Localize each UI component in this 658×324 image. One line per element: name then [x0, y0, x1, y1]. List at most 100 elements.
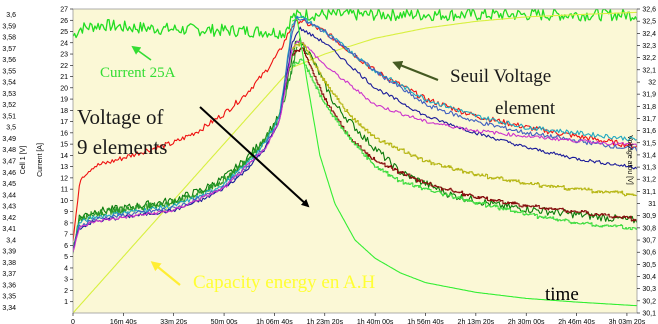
plot-frame — [72, 8, 638, 314]
voltage-tick-label: 32,2 — [642, 55, 656, 62]
voltage-tick-label: 30,3 — [642, 286, 656, 293]
annotation-9-elements: 9 elements — [77, 135, 167, 159]
annotation-seuil-voltage: Seuil Voltage — [450, 66, 551, 87]
annotation-layer: Current 25A Seuil Voltage element Voltag… — [77, 65, 579, 305]
annotation-arrows — [131, 45, 439, 286]
series-line-9 — [292, 42, 637, 197]
current-tick-label: 11 — [61, 187, 68, 194]
voltage-tick-label: 32,3 — [642, 43, 656, 50]
voltage-tick-label: 32,6 — [642, 7, 656, 14]
voltage-tick-label: 31,7 — [642, 116, 656, 123]
current-tick-label: 19 — [60, 97, 68, 104]
voltage-tick-label: 32 — [648, 79, 656, 86]
series-line-8 — [73, 40, 637, 253]
cell-tick-label: 3,48 — [2, 147, 16, 154]
current-tick-label: 13 — [60, 164, 68, 171]
annotation-element: element — [495, 98, 556, 119]
cell-tick-label: 3,43 — [2, 204, 16, 211]
cell-tick-label: 3,46 — [2, 170, 16, 177]
current-tick-label: 25 — [60, 29, 68, 36]
x-tick-label: 2h 30m 00s — [508, 319, 545, 324]
cell-tick-label: 3,47 — [2, 159, 16, 166]
voltage-tick-label: 30,9 — [642, 213, 656, 220]
cell-tick-label: 3,37 — [2, 271, 16, 278]
axis-layer: 0 16m 40s 33m 20s 50m 00s 1h 06m 40s 1h 23m 2… — [2, 7, 656, 324]
current-tick-label: 20 — [60, 85, 68, 92]
voltage-tick-label: 30,2 — [642, 298, 656, 305]
cell-tick-label: 3,5 — [6, 125, 16, 132]
current-tick-label: 18 — [60, 108, 68, 115]
cell-tick-label: 3,45 — [2, 181, 16, 188]
voltage-tick-label: 31,2 — [642, 177, 656, 184]
voltage-tick-label: 31,9 — [642, 92, 656, 99]
cell-tick-label: 3,59 — [2, 23, 16, 30]
voltage-tick-label: 32,4 — [642, 31, 656, 38]
voltage-tick-label: 31,1 — [642, 189, 656, 196]
current-tick-label: 17 — [60, 119, 68, 126]
current-tick-label: 4 — [64, 265, 68, 272]
cell-tick-label: 3,52 — [2, 102, 16, 109]
voltage-tick-label: 32,1 — [642, 67, 656, 74]
current-tick-label: 21 — [60, 74, 68, 81]
current-arrow — [131, 45, 152, 61]
voltage-tick-label: 30,7 — [642, 238, 656, 245]
cell-tick-label: 3,58 — [2, 35, 16, 42]
x-tick-label: 3h 03m 20s — [609, 319, 646, 324]
voltage-elements-arrow — [199, 106, 310, 208]
current-tick-label: 8 — [64, 220, 68, 227]
cell-tick-label: 3,36 — [2, 282, 16, 289]
voltage-tick-label: 30,4 — [642, 274, 656, 281]
cell-tick-label: 3,51 — [2, 113, 16, 120]
current-tick-label: 7 — [64, 232, 68, 239]
current-tick-label: 24 — [60, 40, 68, 47]
x-tick-label: 50m 00s — [211, 319, 238, 324]
current-tick-label: 23 — [60, 52, 68, 59]
series-line-4 — [73, 46, 298, 254]
annotation-voltage-of: Voltage of — [77, 105, 164, 129]
voltage-tick-label: 31,4 — [642, 152, 656, 159]
series-line-0 — [73, 9, 637, 40]
x-tick-label: 16m 40s — [110, 319, 137, 324]
voltage-tick-label: 30,8 — [642, 225, 656, 232]
cell-tick-label: 3,53 — [2, 91, 16, 98]
x-tick-label: 1h 23m 20s — [306, 319, 343, 324]
current-tick-label: 15 — [60, 142, 68, 149]
x-tick-label: 1h 56m 40s — [407, 319, 444, 324]
cell-tick-label: 3,49 — [2, 136, 16, 143]
current-tick-label: 9 — [64, 209, 68, 216]
cell-tick-label: 3,35 — [2, 294, 16, 301]
voltage-tick-label: 30,1 — [642, 311, 656, 318]
voltage-axis-title: Voltage atou [V] — [626, 135, 633, 184]
seuil-voltage-arrow — [392, 60, 439, 82]
current-tick-label: 22 — [60, 63, 68, 70]
voltage-tick-label: 30,5 — [642, 262, 656, 269]
cell-tick-label: 3,41 — [2, 226, 16, 233]
cell-tick-label: 3,4 — [6, 237, 16, 244]
cell-tick-label: 3,39 — [2, 249, 16, 256]
cell-axis-title: Cell 1 [V] — [20, 146, 27, 174]
series-line-12 — [291, 18, 637, 307]
x-tick-label: 33m 20s — [160, 319, 187, 324]
current-tick-label: 12 — [60, 175, 68, 182]
x-tick-label: 1h 06m 40s — [256, 319, 293, 324]
voltage-tick-label: 31,8 — [642, 104, 656, 111]
voltage-tick-label: 30,6 — [642, 250, 656, 257]
cell-tick-label: 3,55 — [2, 68, 16, 75]
x-tick-label: 1h 40m 00s — [357, 319, 394, 324]
cell-tick-label: 3,6 — [6, 12, 16, 19]
cell-tick-label: 3,34 — [2, 305, 16, 312]
series-line-5 — [73, 15, 637, 250]
cell-tick-label: 3,54 — [2, 80, 16, 87]
current-tick-label: 2 — [64, 288, 68, 295]
current-tick-label: 5 — [64, 254, 68, 261]
series-line-1 — [73, 11, 637, 313]
current-tick-label: 1 — [64, 299, 68, 306]
series-layer — [73, 9, 637, 313]
annotation-capacity: Capacity energy en A.H — [193, 272, 375, 293]
annotation-time: time — [545, 284, 579, 305]
capacity-arrow — [150, 261, 181, 286]
cell-tick-label: 3,38 — [2, 260, 16, 267]
cell-tick-label: 3,42 — [2, 215, 16, 222]
series-line-11 — [292, 58, 637, 231]
